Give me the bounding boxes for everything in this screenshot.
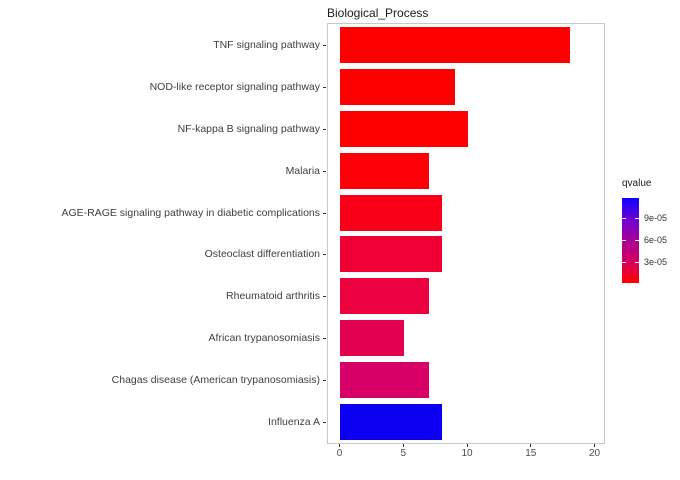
- bar: [340, 194, 442, 231]
- legend-tick-label: 3e-05: [644, 257, 668, 267]
- bar: [340, 404, 442, 441]
- bar: [340, 320, 404, 357]
- legend-tick-label: 6e-05: [644, 234, 668, 245]
- y-axis-label: Osteoclast differentiation: [204, 248, 320, 261]
- colorbar-tick-mark: [622, 239, 626, 241]
- x-tick-mark: [530, 444, 532, 447]
- y-tick-mark: [323, 128, 326, 130]
- y-axis-label: NOD-like receptor signaling pathway: [149, 80, 320, 93]
- x-tick-mark: [339, 444, 340, 447]
- y-tick-mark: [323, 86, 326, 88]
- bar: [340, 68, 455, 105]
- y-axis: TNF signaling pathway NOD-like receptor s…: [0, 23, 327, 444]
- x-tick-label: 5: [400, 448, 407, 459]
- y-tick-mark: [323, 212, 326, 214]
- legend: qvalue 9e-05 6e-05 3e-05: [622, 178, 680, 298]
- plot-panel: [327, 23, 605, 444]
- y-axis-label: Malaria: [285, 164, 320, 177]
- colorbar-tick-mark: [622, 217, 626, 219]
- x-tick-label: 20: [588, 448, 601, 459]
- y-tick-mark: [323, 380, 326, 382]
- y-tick-mark: [323, 296, 326, 298]
- x-tick-mark: [402, 444, 404, 447]
- x-tick-label: 10: [461, 448, 473, 459]
- y-axis-label: NF-kappa B signaling pathway: [177, 122, 320, 135]
- chart-title: Biological_Process: [327, 6, 429, 20]
- x-tick-mark: [466, 444, 468, 447]
- bar: [340, 26, 570, 63]
- y-tick-mark: [323, 170, 326, 172]
- y-tick-mark: [323, 254, 326, 256]
- legend-title: qvalue: [622, 178, 652, 189]
- bar: [340, 110, 468, 147]
- y-axis-label: Influenza A: [268, 416, 320, 429]
- y-tick-mark: [323, 44, 326, 46]
- x-tick-label: 15: [525, 448, 537, 459]
- bar: [340, 152, 430, 189]
- colorbar-tick-mark: [635, 239, 639, 241]
- y-axis-label: AGE-RAGE signaling pathway in diabetic c…: [61, 206, 320, 219]
- y-axis-label: Chagas disease (American trypanosomiasis…: [111, 374, 320, 387]
- bar: [340, 236, 442, 273]
- y-tick-mark: [323, 422, 326, 424]
- y-axis-label: African trypanosomiasis: [208, 332, 320, 345]
- colorbar-tick-mark: [635, 262, 639, 263]
- legend-tick-label: 9e-05: [644, 212, 668, 223]
- x-tick-label: 0: [336, 448, 343, 459]
- y-axis-label: TNF signaling pathway: [213, 38, 320, 51]
- colorbar-tick-mark: [622, 262, 626, 263]
- colorbar-tick-mark: [635, 217, 639, 219]
- y-axis-label: Rheumatoid arthritis: [226, 290, 320, 303]
- x-axis: 0 5 10 15 20: [327, 444, 605, 464]
- legend-colorbar: [622, 198, 639, 283]
- y-tick-mark: [323, 338, 326, 340]
- x-tick-mark: [594, 444, 595, 447]
- bar: [340, 362, 430, 399]
- bar: [340, 278, 430, 315]
